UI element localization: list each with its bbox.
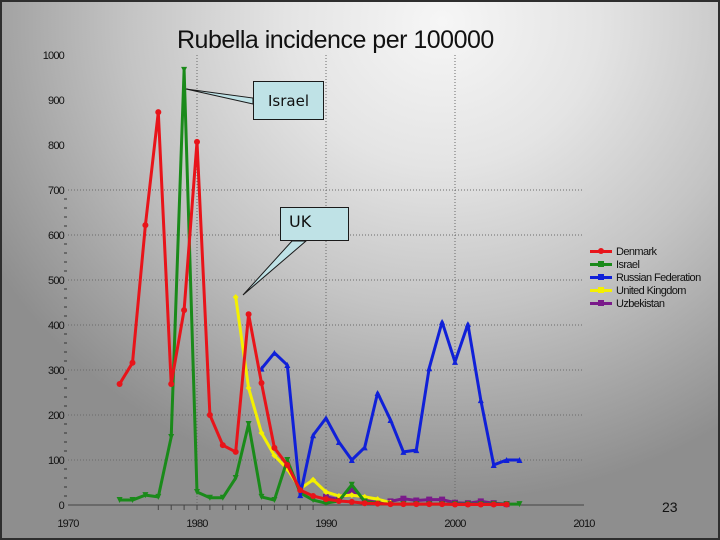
y-tick-label: 800 <box>48 140 65 152</box>
y-tick-label: 1000 <box>43 50 65 62</box>
callout-pointer <box>185 88 254 105</box>
y-tick-label: 100 <box>48 455 65 467</box>
legend-label: Russian Federation <box>616 271 701 284</box>
callout-israel: Israel <box>253 81 324 120</box>
legend: Denmark Israel Russian Federation United Ki… <box>590 245 701 310</box>
y-tick-label: 200 <box>48 410 65 422</box>
x-tick-label: 1970 <box>57 518 79 530</box>
y-tick-label: 0 <box>59 500 65 512</box>
y-tick-label: 900 <box>48 95 65 107</box>
legend-label: Denmark <box>616 245 657 258</box>
series-denmark <box>116 109 510 508</box>
callout-uk: UK <box>280 207 349 241</box>
series-russian-federation <box>258 318 523 499</box>
legend-item-israel: Israel <box>590 258 701 271</box>
legend-swatch-icon <box>590 248 612 254</box>
callout-pointer <box>242 240 308 296</box>
legend-item-united-kingdom: United Kingdom <box>590 284 701 297</box>
y-tick-label: 500 <box>48 275 65 287</box>
x-tick-label: 1980 <box>186 518 208 530</box>
legend-item-uzbekistan: Uzbekistan <box>590 297 701 310</box>
legend-swatch-icon <box>590 287 612 293</box>
legend-label: Uzbekistan <box>616 297 665 310</box>
legend-item-russian-federation: Russian Federation <box>590 271 701 284</box>
legend-label: United Kingdom <box>616 284 686 297</box>
series-israel <box>116 66 523 508</box>
y-tick-label: 600 <box>48 230 65 242</box>
x-tick-label: 2010 <box>573 518 595 530</box>
chart-title: Rubella incidence per 100000 <box>177 26 494 54</box>
legend-item-denmark: Denmark <box>590 245 701 258</box>
legend-swatch-icon <box>590 300 612 306</box>
legend-label: Israel <box>616 258 640 271</box>
y-tick-label: 300 <box>48 365 65 377</box>
y-tick-label: 700 <box>48 185 65 197</box>
legend-swatch-icon <box>590 261 612 267</box>
x-tick-label: 1990 <box>315 518 337 530</box>
page-number: 23 <box>662 499 678 515</box>
x-tick-label: 2000 <box>444 518 466 530</box>
y-tick-label: 400 <box>48 320 65 332</box>
legend-swatch-icon <box>590 274 612 280</box>
